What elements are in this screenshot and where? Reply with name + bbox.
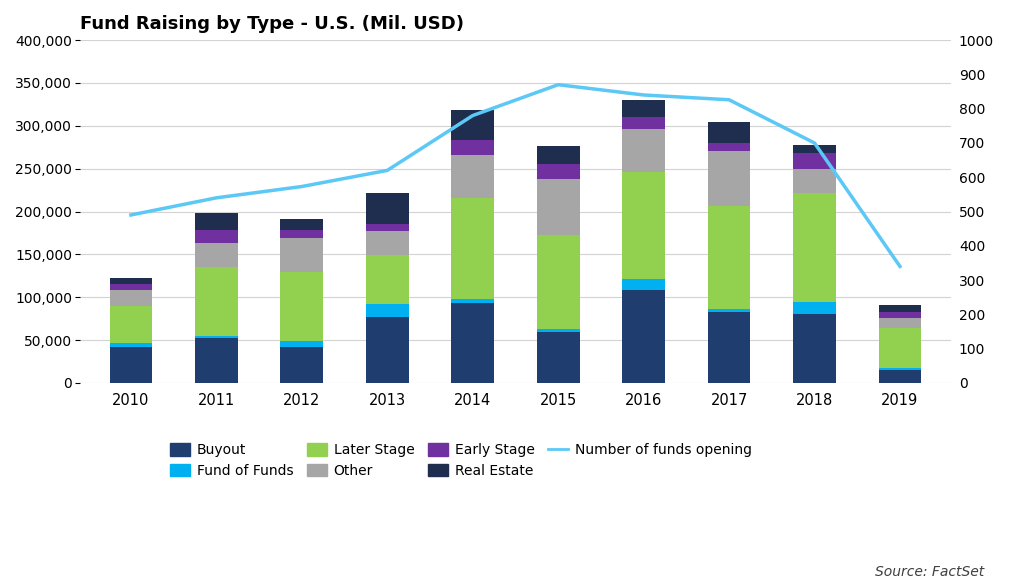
Bar — [451, 110, 494, 139]
Bar — [110, 291, 152, 306]
Bar — [110, 278, 152, 284]
Bar — [281, 238, 323, 272]
Text: Fund Raising by Type - U.S. (Mil. USD): Fund Raising by Type - U.S. (Mil. USD) — [80, 15, 464, 33]
Bar — [623, 280, 665, 291]
Bar — [281, 341, 323, 347]
Bar — [537, 165, 579, 179]
Bar — [793, 154, 835, 169]
Bar — [879, 318, 921, 328]
Bar — [451, 299, 494, 304]
Bar — [110, 343, 152, 347]
Bar — [366, 304, 409, 317]
Bar — [793, 193, 835, 302]
Bar — [281, 347, 323, 383]
Bar — [195, 213, 238, 230]
Bar — [451, 139, 494, 155]
Bar — [281, 219, 323, 230]
Bar — [451, 198, 494, 299]
Bar — [537, 235, 579, 329]
Bar — [879, 328, 921, 369]
Bar — [195, 230, 238, 243]
Bar — [793, 302, 835, 315]
Text: Source: FactSet: Source: FactSet — [875, 565, 984, 579]
Bar — [451, 155, 494, 198]
Bar — [195, 243, 238, 267]
Bar — [110, 306, 152, 343]
Bar — [110, 284, 152, 291]
Bar — [707, 143, 751, 151]
Bar — [623, 100, 665, 117]
Bar — [195, 336, 238, 339]
Bar — [793, 315, 835, 383]
Bar — [707, 312, 751, 383]
Bar — [537, 329, 579, 332]
Bar — [623, 130, 665, 172]
Bar — [879, 370, 921, 383]
Bar — [793, 169, 835, 193]
Bar — [623, 172, 665, 280]
Bar — [623, 117, 665, 130]
Bar — [537, 332, 579, 383]
Bar — [195, 339, 238, 383]
Bar — [793, 145, 835, 154]
Bar — [281, 272, 323, 341]
Bar — [879, 312, 921, 318]
Bar — [366, 255, 409, 304]
Bar — [879, 369, 921, 370]
Bar — [879, 305, 921, 312]
Bar — [707, 121, 751, 143]
Bar — [366, 224, 409, 231]
Bar — [707, 309, 751, 312]
Bar — [195, 267, 238, 336]
Bar — [366, 193, 409, 224]
Bar — [366, 231, 409, 255]
Bar — [623, 291, 665, 383]
Bar — [537, 179, 579, 235]
Bar — [451, 304, 494, 383]
Bar — [707, 206, 751, 309]
Bar — [281, 230, 323, 238]
Bar — [110, 347, 152, 383]
Bar — [537, 145, 579, 165]
Bar — [707, 151, 751, 206]
Legend: Buyout, Fund of Funds, Later Stage, Other, Early Stage, Real Estate, Number of f: Buyout, Fund of Funds, Later Stage, Othe… — [171, 443, 756, 478]
Bar — [366, 317, 409, 383]
